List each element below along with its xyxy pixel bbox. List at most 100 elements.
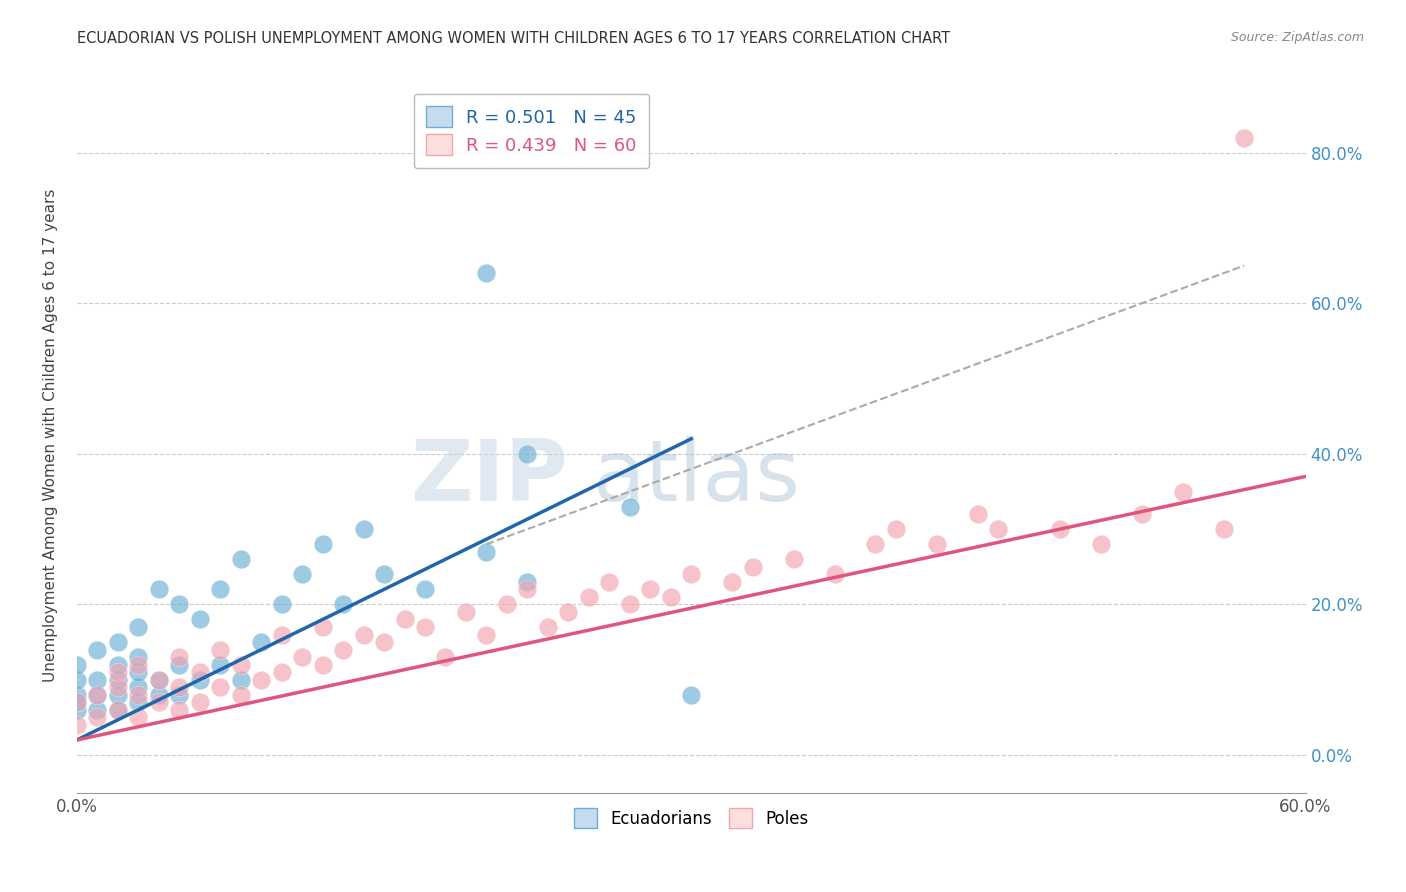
Point	[270, 598, 292, 612]
Text: atlas: atlas	[593, 436, 801, 519]
Point	[865, 537, 887, 551]
Point	[413, 582, 436, 597]
Point	[107, 680, 129, 694]
Point	[127, 665, 149, 680]
Point	[250, 635, 273, 649]
Point	[127, 650, 149, 665]
Point	[107, 703, 129, 717]
Point	[1171, 484, 1194, 499]
Point	[107, 665, 129, 680]
Point	[66, 695, 89, 709]
Point	[86, 642, 108, 657]
Point	[86, 688, 108, 702]
Point	[167, 703, 190, 717]
Point	[148, 673, 170, 687]
Text: ZIP: ZIP	[411, 436, 568, 519]
Point	[167, 657, 190, 672]
Point	[229, 688, 252, 702]
Point	[148, 673, 170, 687]
Point	[1233, 130, 1256, 145]
Point	[925, 537, 948, 551]
Point	[475, 627, 498, 641]
Point	[741, 559, 763, 574]
Point	[209, 642, 232, 657]
Point	[229, 552, 252, 566]
Point	[148, 688, 170, 702]
Point	[127, 695, 149, 709]
Point	[1049, 522, 1071, 536]
Point	[270, 627, 292, 641]
Point	[884, 522, 907, 536]
Point	[107, 657, 129, 672]
Point	[475, 266, 498, 280]
Point	[516, 447, 538, 461]
Point	[270, 665, 292, 680]
Point	[167, 650, 190, 665]
Point	[209, 680, 232, 694]
Point	[66, 695, 89, 709]
Y-axis label: Unemployment Among Women with Children Ages 6 to 17 years: Unemployment Among Women with Children A…	[44, 188, 58, 681]
Point	[66, 703, 89, 717]
Point	[229, 673, 252, 687]
Point	[516, 574, 538, 589]
Point	[598, 574, 620, 589]
Point	[987, 522, 1010, 536]
Point	[475, 545, 498, 559]
Point	[311, 657, 333, 672]
Point	[127, 620, 149, 634]
Point	[721, 574, 744, 589]
Point	[311, 620, 333, 634]
Point	[578, 590, 600, 604]
Point	[681, 567, 703, 582]
Point	[332, 598, 354, 612]
Point	[782, 552, 804, 566]
Point	[250, 673, 273, 687]
Point	[394, 613, 416, 627]
Point	[291, 567, 314, 582]
Point	[373, 567, 395, 582]
Point	[86, 710, 108, 724]
Point	[291, 650, 314, 665]
Point	[619, 500, 641, 514]
Point	[107, 673, 129, 687]
Point	[66, 673, 89, 687]
Point	[824, 567, 846, 582]
Point	[659, 590, 682, 604]
Point	[967, 507, 990, 521]
Point	[353, 522, 375, 536]
Point	[619, 598, 641, 612]
Point	[1090, 537, 1112, 551]
Point	[353, 627, 375, 641]
Point	[413, 620, 436, 634]
Point	[209, 657, 232, 672]
Point	[66, 718, 89, 732]
Point	[434, 650, 457, 665]
Point	[557, 605, 579, 619]
Text: Source: ZipAtlas.com: Source: ZipAtlas.com	[1230, 31, 1364, 45]
Point	[148, 695, 170, 709]
Point	[332, 642, 354, 657]
Point	[373, 635, 395, 649]
Point	[127, 710, 149, 724]
Point	[188, 673, 211, 687]
Point	[148, 582, 170, 597]
Text: ECUADORIAN VS POLISH UNEMPLOYMENT AMONG WOMEN WITH CHILDREN AGES 6 TO 17 YEARS C: ECUADORIAN VS POLISH UNEMPLOYMENT AMONG …	[77, 31, 950, 46]
Point	[188, 665, 211, 680]
Point	[107, 688, 129, 702]
Point	[107, 635, 129, 649]
Point	[66, 657, 89, 672]
Point	[66, 688, 89, 702]
Point	[1130, 507, 1153, 521]
Point	[496, 598, 519, 612]
Point	[127, 688, 149, 702]
Point	[167, 680, 190, 694]
Point	[681, 688, 703, 702]
Point	[107, 703, 129, 717]
Point	[188, 613, 211, 627]
Legend: Ecuadorians, Poles: Ecuadorians, Poles	[567, 802, 815, 834]
Point	[127, 680, 149, 694]
Point	[638, 582, 661, 597]
Point	[229, 657, 252, 672]
Point	[209, 582, 232, 597]
Point	[311, 537, 333, 551]
